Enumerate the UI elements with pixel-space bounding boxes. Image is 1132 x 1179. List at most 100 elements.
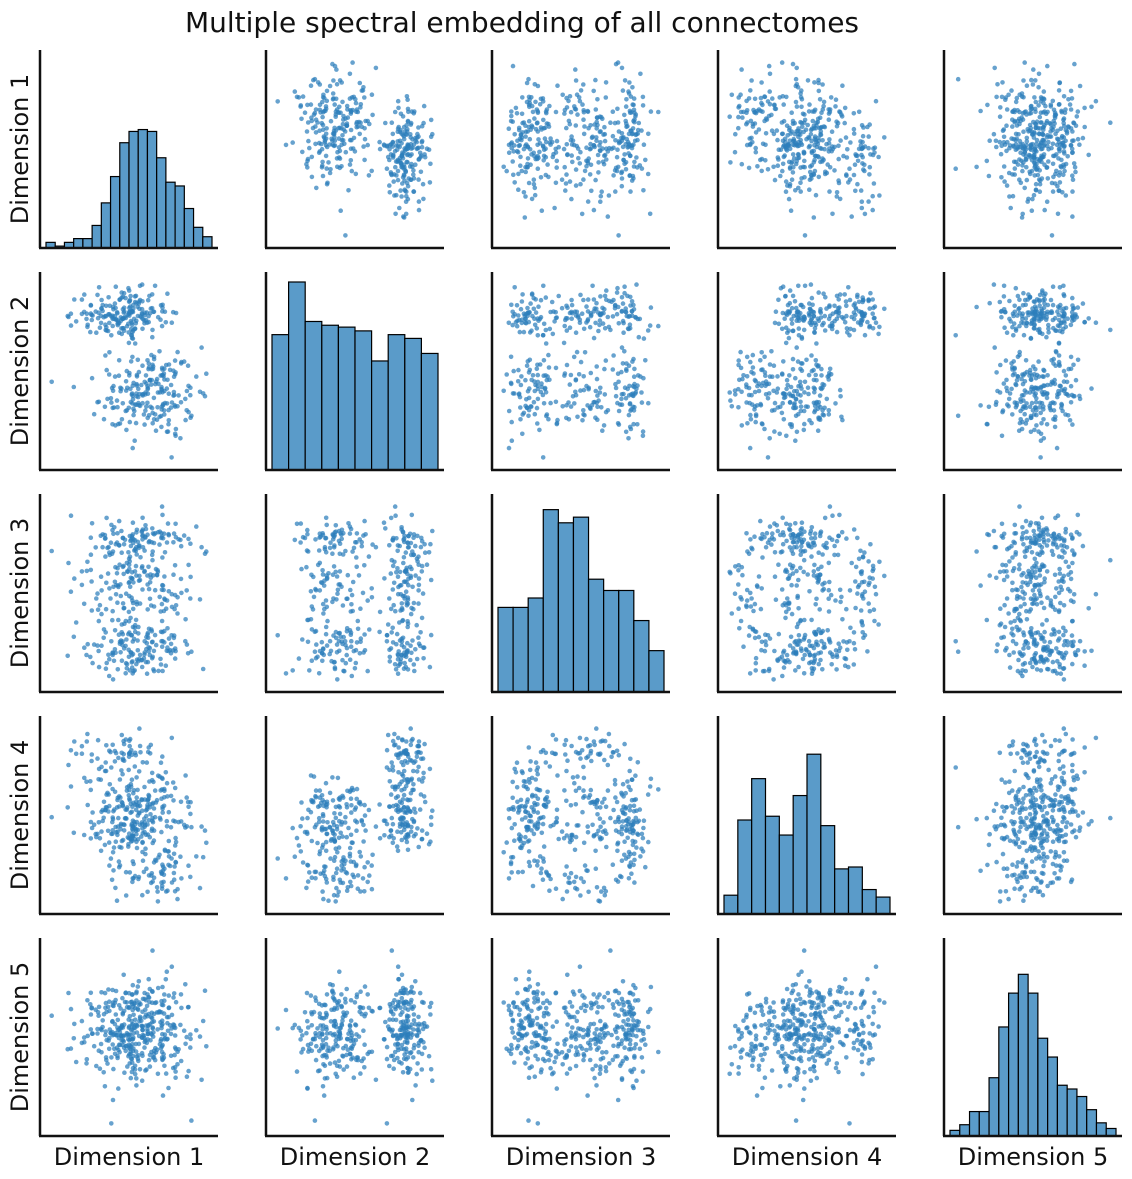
scatter-point [647,323,653,328]
scatter-point [812,531,818,536]
scatter-point [120,535,126,541]
scatter-point [748,604,754,609]
scatter-point [987,573,992,578]
scatter-point [322,606,327,612]
scatter-point [510,63,516,69]
scatter-point [611,353,616,358]
scatter-point [1053,537,1058,542]
scatter-point [1010,638,1016,644]
scatter-point [754,583,760,588]
scatter-point [543,146,548,151]
scatter-point [1044,617,1049,623]
scatter-point [1010,555,1015,560]
scatter-point [317,107,323,113]
scatter-point [1017,562,1022,567]
scatter-point [778,550,784,555]
scatter-point [806,372,812,378]
scatter-point [594,376,600,382]
scatter-point [775,163,781,168]
scatter-point [299,116,304,122]
scatter-point [88,654,93,660]
scatter-point [1001,134,1007,140]
scatter-point [160,512,165,518]
scatter-point [522,215,528,220]
scatter-point [324,144,330,150]
scatter-point [298,540,303,545]
scatter-point [115,600,120,605]
scatter-point [523,143,528,149]
scatter-point [107,550,112,555]
scatter-point [796,134,801,140]
scatter-point [417,150,423,156]
scatter-point [110,304,116,310]
scatter-point [401,537,406,543]
scatter-point [305,531,310,537]
scatter-point [1031,528,1036,534]
scatter-point [1029,384,1035,390]
scatter-point [799,540,805,545]
scatter-point [827,366,833,372]
scatter-point [116,617,121,623]
scatter-point [541,358,547,363]
scatter-point [114,398,120,403]
scatter-point [157,529,163,534]
scatter-point [801,120,807,125]
scatter-point [646,131,651,137]
scatter-point [397,138,403,144]
scatter-point [825,628,830,633]
scatter-point [534,366,540,372]
scatter-point [413,543,418,549]
scatter-point [773,597,779,602]
scatter-point [1034,396,1039,401]
scatter-point [801,557,807,563]
scatter-point [1004,377,1009,383]
scatter-point [790,393,796,399]
scatter-point [354,121,359,126]
scatter-point [132,438,137,444]
scatter-point [543,139,549,145]
scatter-point [1054,168,1059,174]
scatter-point [362,157,367,163]
scatter-point [523,129,529,134]
scatter-point [842,292,847,297]
scatter-point [811,653,817,659]
scatter-point [313,107,319,112]
scatter-point [1010,193,1016,199]
scatter-point [576,372,582,377]
scatter-point [818,529,824,534]
scatter-point [339,126,344,131]
scatter-point [150,526,155,531]
scatter-point [656,109,661,115]
scatter-point [781,650,786,655]
scatter-point [779,60,785,65]
scatter-point [323,515,329,521]
scatter-point [750,352,756,358]
scatter-point [616,422,622,427]
scatter-point [798,527,803,533]
scatter-point [817,415,822,421]
scatter-point [604,288,609,293]
scatter-point [354,540,359,545]
scatter-point [868,290,873,296]
scatter-point [851,630,857,635]
scatter-point [626,363,632,369]
scatter-point [395,591,401,597]
scatter-point [110,651,115,656]
scatter-point [199,544,204,550]
scatter-point [753,419,758,425]
scatter-point [851,527,857,532]
scatter-point [172,656,178,661]
scatter-point [532,116,537,121]
scatter-point [795,621,801,626]
scatter-point [815,428,821,434]
scatter-point [781,102,786,107]
scatter-point [1053,594,1058,600]
scatter-point [399,525,404,530]
scatter-point [1019,426,1025,432]
scatter-point [564,362,570,368]
scatter-point [727,114,732,119]
scatter-point [369,595,375,600]
scatter-point [835,552,841,558]
scatter-point [775,386,781,392]
scatter-point [546,416,551,422]
